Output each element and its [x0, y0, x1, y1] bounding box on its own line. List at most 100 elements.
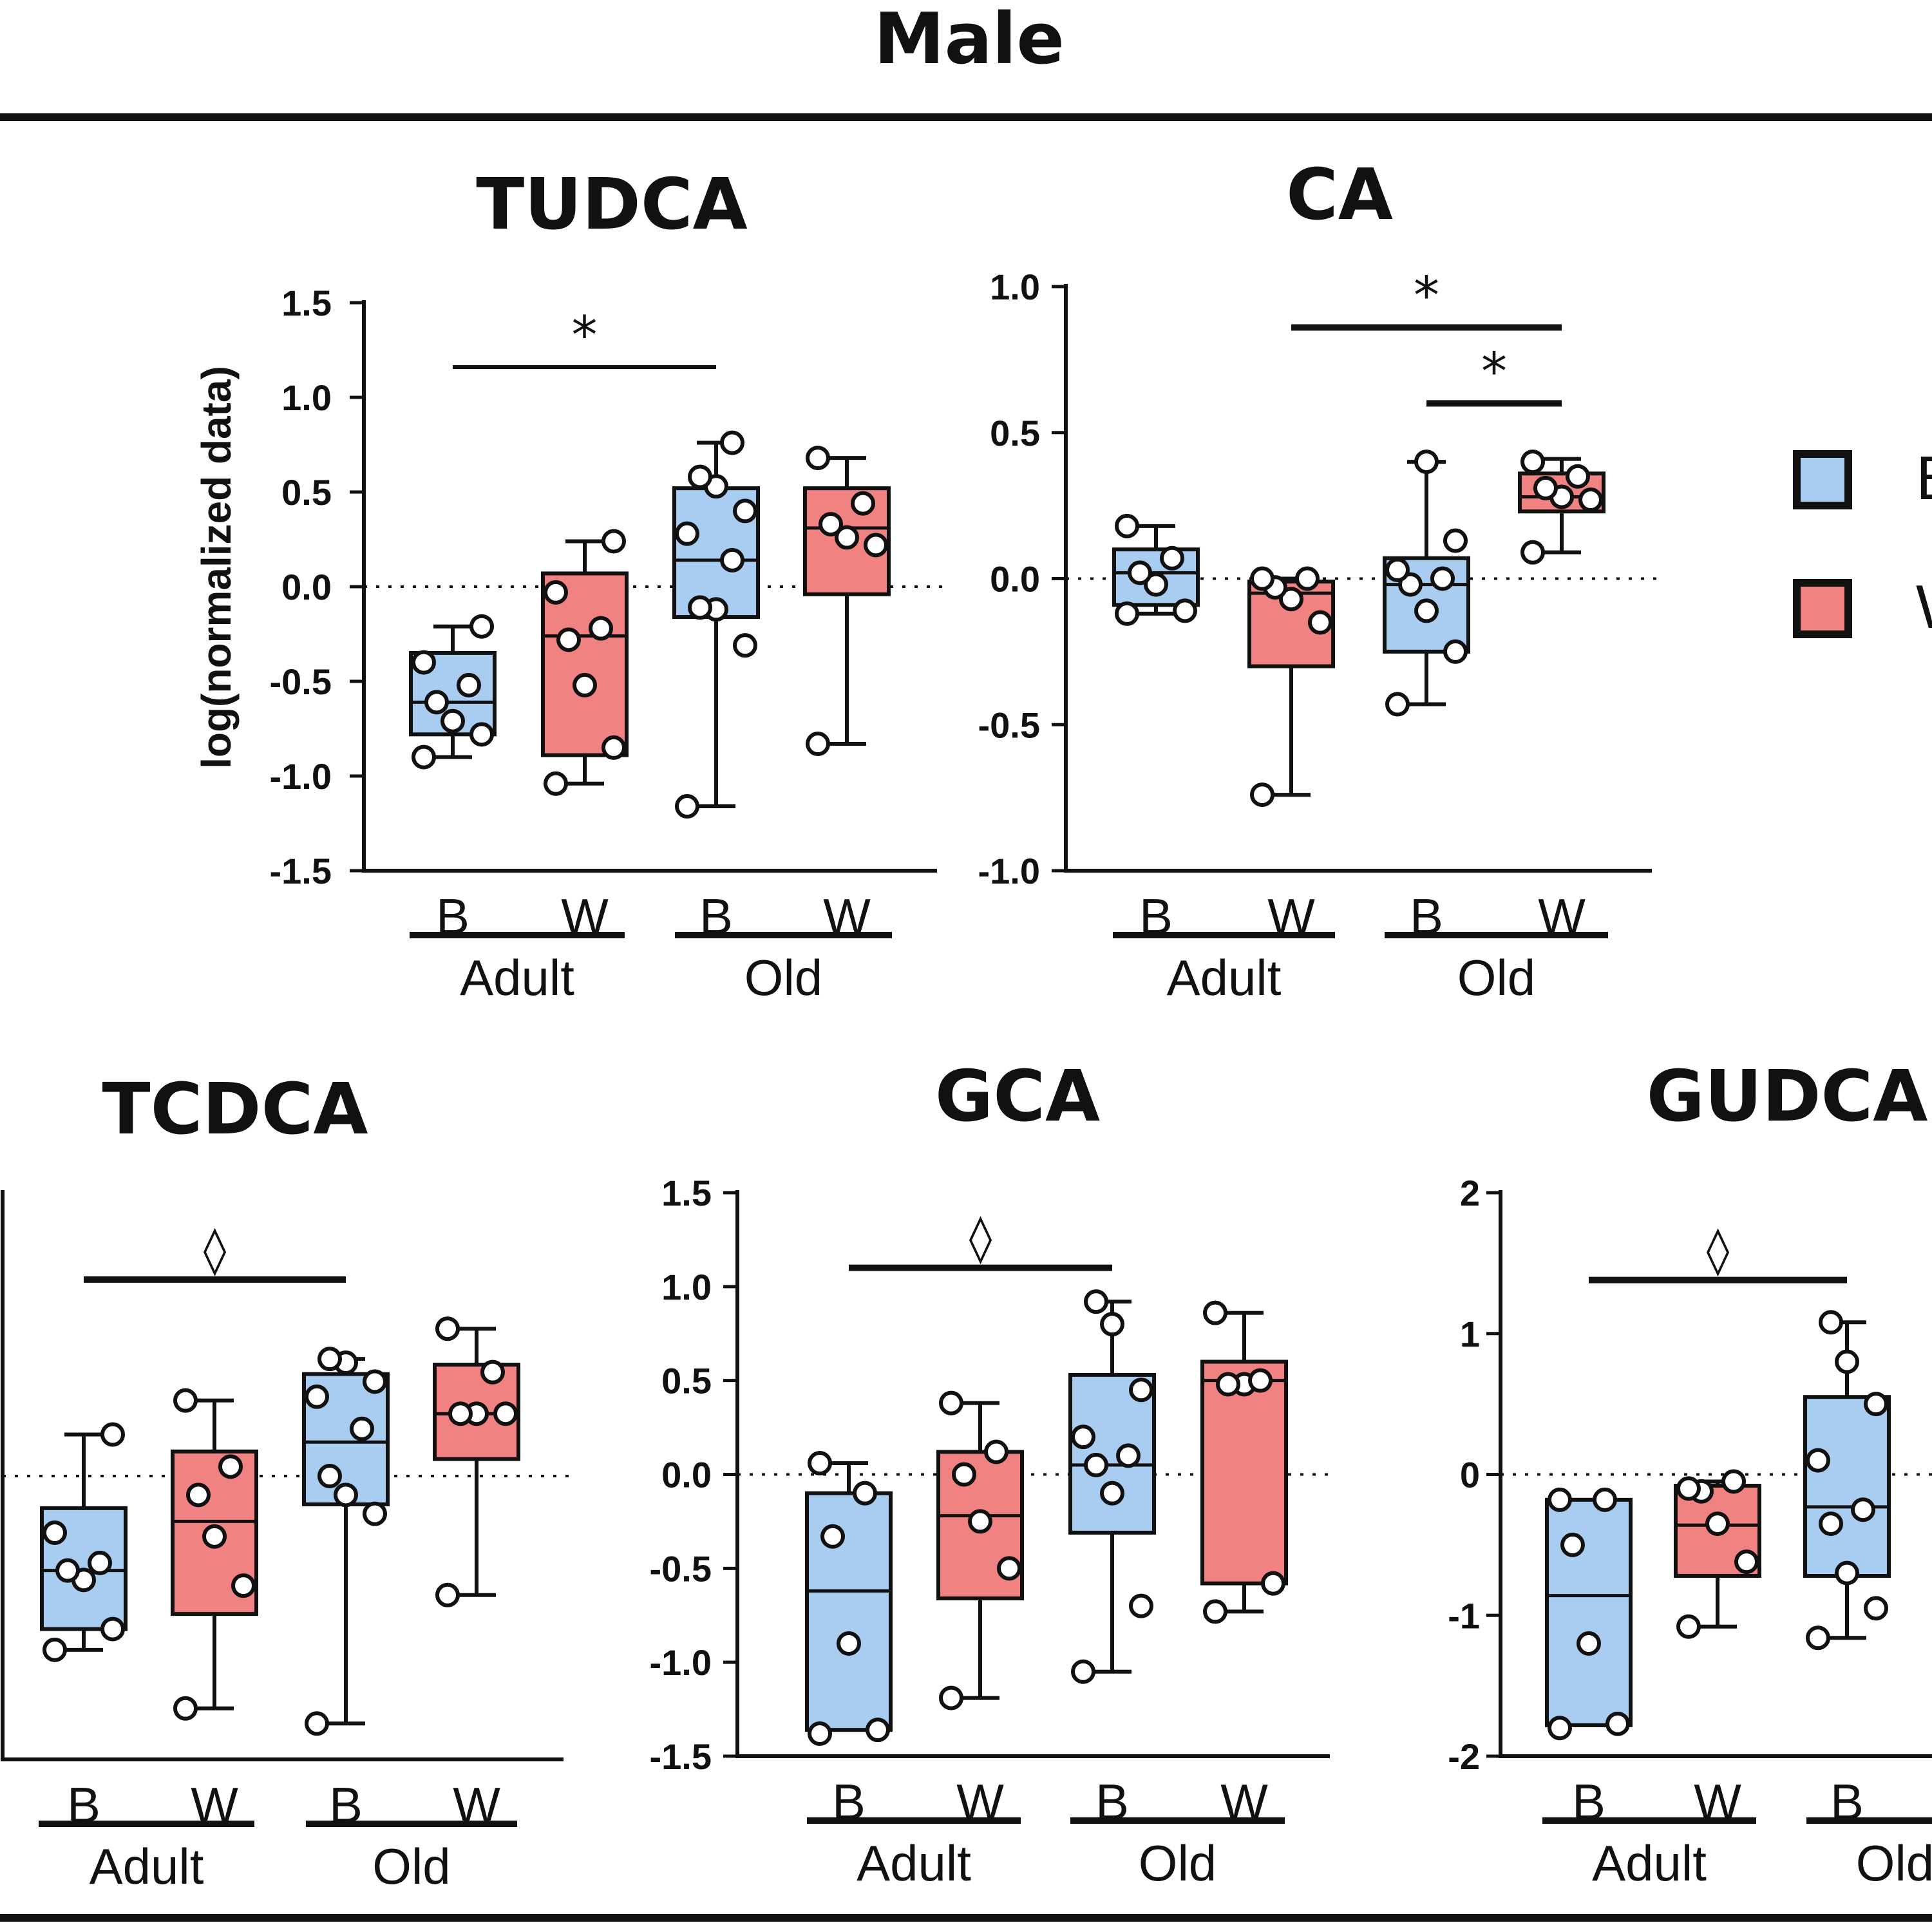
data-point	[808, 1721, 832, 1746]
y-tick-label: -1.0	[270, 756, 332, 797]
y-tick-label: 1	[1460, 1314, 1480, 1354]
data-point	[1676, 1476, 1701, 1501]
data-point	[1734, 1549, 1759, 1575]
data-point	[1414, 450, 1439, 475]
y-tick-label: 0.5	[281, 472, 332, 513]
box-tudca-0	[409, 614, 497, 770]
group-label-adult: Adult	[857, 1835, 971, 1891]
data-point	[688, 595, 712, 620]
data-point	[1203, 1300, 1227, 1325]
data-point	[363, 1501, 387, 1526]
data-point	[1128, 560, 1152, 585]
data-point	[1721, 1469, 1746, 1494]
data-point	[1084, 1289, 1108, 1314]
y-tick-label: 1.0	[281, 377, 332, 418]
data-point	[939, 1390, 963, 1416]
data-point	[363, 1369, 387, 1394]
data-point	[1520, 540, 1545, 565]
data-point	[1216, 1372, 1240, 1397]
data-point	[317, 1347, 342, 1372]
data-point	[997, 1556, 1021, 1581]
data-point	[952, 1462, 976, 1487]
y-tick-label: 1.5	[281, 283, 332, 323]
data-point	[493, 1401, 518, 1426]
y-tick-label: -0.5	[270, 661, 332, 702]
group-label-adult: Adult	[90, 1838, 204, 1895]
data-point	[589, 616, 613, 641]
data-point	[573, 672, 597, 697]
data-point	[1605, 1711, 1630, 1736]
box-gca-1	[936, 1390, 1024, 1710]
data-point	[1295, 566, 1320, 591]
data-point	[55, 1558, 80, 1583]
box-tcdca-1	[171, 1388, 258, 1721]
data-point	[350, 1416, 374, 1441]
data-point	[1173, 598, 1197, 623]
data-point	[1705, 1511, 1730, 1537]
data-point	[1071, 1425, 1095, 1450]
box-gca-0	[805, 1451, 893, 1746]
y-tick-label: 0.0	[281, 567, 332, 607]
data-point	[1430, 566, 1455, 591]
data-point	[1443, 639, 1468, 664]
data-point	[675, 794, 699, 819]
data-point	[688, 464, 712, 489]
chart-panel-tudca: TUDCA 1.5 1.0 0.5 0.0 -0.5 -1.0 -1.5 log(normali…	[193, 163, 943, 1006]
group-label-old: Old	[1457, 949, 1535, 1006]
data-point	[1835, 1349, 1859, 1374]
data-point	[675, 521, 699, 546]
legend-label-w: W	[1916, 573, 1932, 641]
group-label-old: Old	[1856, 1835, 1932, 1891]
y-tick-label: 1.0	[990, 267, 1040, 307]
figure-title: Male	[874, 0, 1065, 80]
box-ca-1	[1247, 566, 1335, 808]
data-point	[1279, 587, 1303, 612]
data-point	[469, 614, 494, 639]
data-point	[1100, 1312, 1124, 1337]
y-tick-label: -1	[1448, 1595, 1480, 1636]
y-axis-label: log(normalized data)	[193, 366, 240, 769]
data-point	[1144, 572, 1168, 597]
y-tick-label: -1.5	[650, 1736, 712, 1777]
y-tick-label: 0.5	[990, 413, 1040, 453]
data-point	[1443, 528, 1468, 553]
box-ca-3	[1518, 450, 1605, 565]
y-tick-label: 0.0	[990, 559, 1040, 600]
data-point	[733, 498, 757, 524]
y-tick-label: 1.5	[661, 1173, 712, 1213]
group-label-old: Old	[1139, 1835, 1217, 1891]
chart-title-ca: CA	[1286, 153, 1393, 236]
data-point	[1835, 1560, 1859, 1586]
data-point	[1100, 1481, 1124, 1506]
data-point	[469, 722, 494, 747]
data-point	[968, 1509, 992, 1534]
data-point	[1593, 1487, 1617, 1512]
legend-swatch-b	[1793, 450, 1852, 509]
y-tick-label: 0	[1460, 1455, 1480, 1495]
data-point	[173, 1696, 198, 1721]
box-iqr	[1200, 1359, 1288, 1586]
data-point	[544, 580, 568, 605]
box-iqr	[805, 1491, 893, 1732]
y-tick-label: -1.0	[650, 1642, 712, 1683]
data-point	[305, 1711, 329, 1736]
y-tick-label: -0.5	[650, 1548, 712, 1589]
data-point	[1261, 1571, 1285, 1596]
data-point	[1520, 450, 1545, 475]
box-tcdca-2	[302, 1347, 390, 1736]
data-point	[864, 533, 888, 558]
group-label-adult: Adult	[1167, 949, 1282, 1006]
legend-swatch-w	[1793, 579, 1852, 638]
data-point	[819, 511, 843, 536]
data-point	[806, 732, 830, 757]
data-point	[1548, 1716, 1572, 1741]
data-point	[1250, 782, 1274, 808]
significance-marker: ◊	[1707, 1223, 1730, 1277]
data-point	[1385, 692, 1410, 717]
data-point	[1851, 1497, 1875, 1522]
data-point	[1084, 1452, 1108, 1477]
data-point	[231, 1573, 256, 1598]
data-point	[424, 690, 449, 715]
data-point	[457, 672, 481, 697]
